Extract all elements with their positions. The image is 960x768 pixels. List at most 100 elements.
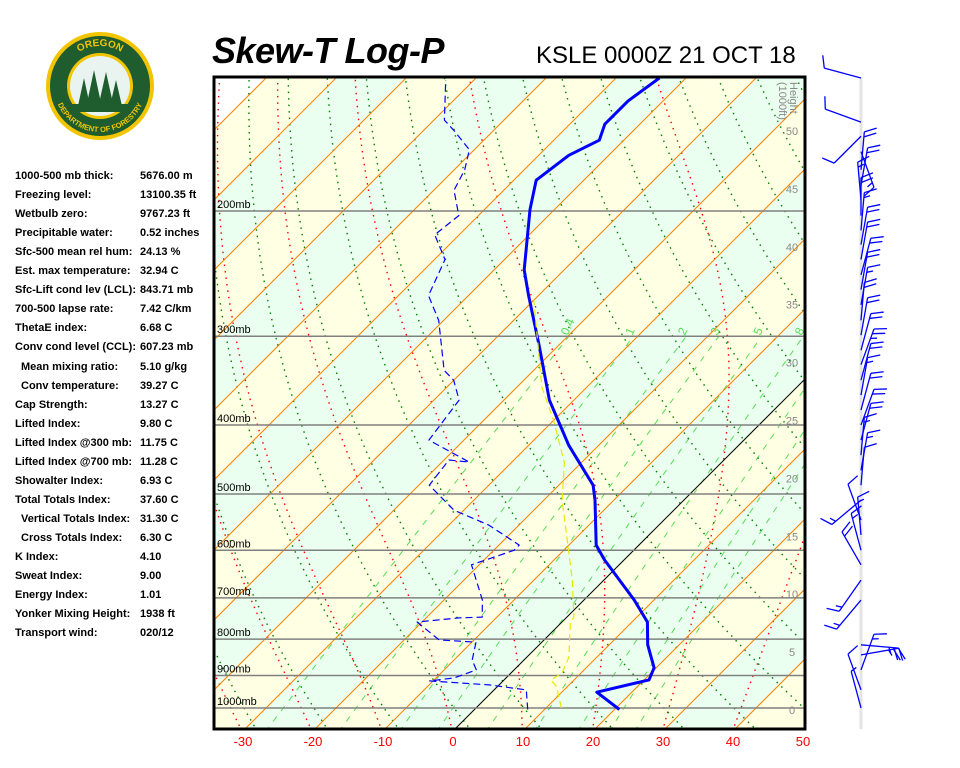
- wind-barb-flag: [822, 55, 825, 69]
- wind-barb: [821, 135, 862, 164]
- isotherm-line: [214, 77, 758, 621]
- wind-barb-flag: [847, 475, 859, 485]
- height-tick-label: 5: [789, 647, 795, 659]
- temperature-tick-label: -20: [304, 734, 323, 749]
- wind-barb-flag: [857, 490, 870, 498]
- index-row: Sfc-500 mean rel hum: 24.13 %: [15, 246, 180, 259]
- wind-barb-flag: [833, 622, 840, 626]
- isotherm-line: [214, 77, 338, 201]
- index-label: ThetaE index:: [15, 322, 88, 335]
- wind-barb-flag: [867, 144, 881, 149]
- wind-barb: [850, 505, 862, 551]
- wind-barb-flag: [864, 278, 877, 284]
- wind-barb: [860, 327, 887, 365]
- index-label: Wetbulb zero:: [15, 208, 88, 221]
- wind-barb-flag: [869, 346, 883, 350]
- wind-barb-flag: [869, 406, 883, 409]
- index-row: Lifted Index @300 mb: 11.75 C: [15, 436, 178, 449]
- wind-barb-flag: [869, 240, 883, 244]
- wind-barb-shaft: [838, 579, 862, 612]
- index-row: Total Totals Index: 37.60 C: [15, 493, 179, 506]
- logo-top-text: OREGON: [75, 38, 125, 55]
- wind-barb: [822, 55, 862, 79]
- index-row: Wetbulb zero: 9767.23 ft: [15, 208, 190, 221]
- index-value: 6.30 C: [140, 531, 173, 544]
- index-label: Sfc-500 mean rel hum:: [15, 246, 133, 259]
- wind-barb: [820, 499, 862, 526]
- wind-barb-flag: [867, 264, 881, 269]
- wind-barb: [860, 388, 887, 426]
- index-row: Mean mixing ratio: 5.10 g/kg: [21, 360, 187, 373]
- mixing-ratio-line: [437, 335, 720, 729]
- isotherm-line: [214, 77, 688, 551]
- wind-barb: [860, 371, 884, 411]
- index-label: Mean mixing ratio:: [21, 360, 119, 373]
- index-row: K Index: 4.10: [15, 551, 161, 563]
- temperature-tick-label: 0: [449, 734, 456, 749]
- wind-barb-flag: [867, 294, 881, 299]
- wind-barb: [860, 203, 881, 245]
- mixing-ratio-line: [535, 335, 804, 729]
- wind-barb-shaft: [860, 373, 872, 411]
- wind-barb: [847, 645, 862, 691]
- plot-frame: [212, 75, 807, 731]
- wind-barb-flag: [866, 253, 880, 258]
- index-row: Conv temperature: 39.27 C: [21, 379, 179, 392]
- index-row: 1000-500 mb thick: 5676.00 m: [15, 170, 193, 182]
- wind-barb-shaft: [860, 151, 875, 188]
- isobar-label: 600mb: [217, 538, 251, 550]
- index-row: Vertical Totals Index: 31.30 C: [21, 513, 179, 525]
- index-value: 13100.35 ft: [140, 189, 197, 202]
- wind-barb-flag: [860, 172, 874, 179]
- temperature-tick-label: 50: [796, 734, 810, 749]
- wind-barb-shaft: [825, 108, 862, 123]
- wind-barb: [824, 96, 862, 123]
- wind-barb-flag: [857, 155, 870, 163]
- index-label: Transport wind:: [15, 627, 98, 640]
- wind-barb-shaft: [860, 221, 869, 260]
- mixing-ratio-line: [266, 335, 570, 729]
- dry-adiabat-line: [404, 77, 757, 729]
- dry-adiabat-line: [443, 77, 805, 710]
- wind-barb-flag: [857, 163, 865, 168]
- isobar-label: 1000mb: [217, 696, 257, 708]
- index-label: Cross Totals Index:: [21, 531, 123, 544]
- isobar-label: 500mb: [217, 482, 251, 494]
- wind-barb-flag: [867, 182, 873, 188]
- index-value: 39.27 C: [140, 379, 179, 392]
- temperature-tick-label: 40: [726, 734, 740, 749]
- wind-barb-flag: [843, 525, 854, 537]
- index-label: Sfc-Lift cond lev (LCL):: [15, 284, 136, 297]
- index-label: Total Totals Index:: [15, 493, 111, 506]
- index-row: Cross Totals Index: 6.30 C: [21, 531, 172, 544]
- oregon-department-of-forestry-logo: OREGON DEPARTMENT OF FORESTRY: [46, 32, 154, 140]
- wind-barb-flag: [829, 517, 837, 522]
- index-value: 9.00: [140, 570, 162, 583]
- wind-barb: [860, 218, 881, 260]
- temperature-band: [214, 99, 805, 729]
- index-row: 700-500 lapse rate: 7.42 C/km: [15, 303, 191, 316]
- index-label: 700-500 lapse rate:: [15, 303, 114, 316]
- wind-barb-shaft: [860, 357, 869, 396]
- temperature-tick-label: 20: [586, 734, 600, 749]
- height-tick-label: 10: [786, 589, 798, 601]
- wind-barb-flag: [866, 208, 880, 213]
- index-value: 37.60 C: [140, 493, 179, 506]
- index-row: Freezing level: 13100.35 ft: [15, 189, 196, 201]
- wind-barb-flag: [863, 419, 871, 423]
- index-label: Conv temperature:: [21, 379, 119, 392]
- index-row: Sfc-Lift cond lev (LCL): 843.71 mb: [15, 284, 193, 297]
- wind-barb-flag: [869, 375, 883, 379]
- height-tick-label: 20: [786, 473, 798, 485]
- wind-barb-flag: [835, 605, 843, 608]
- temperature-tick-label: -10: [374, 734, 393, 749]
- index-label: Lifted Index @300 mb:: [15, 436, 133, 449]
- wind-barb-shaft: [860, 447, 865, 486]
- wind-barb-flag: [870, 236, 884, 239]
- wind-barb: [860, 412, 877, 456]
- wind-barb-shaft: [860, 192, 865, 231]
- wind-barb-shaft: [860, 297, 869, 336]
- wind-barb: [860, 127, 877, 170]
- mixing-ratio-line: [610, 428, 805, 729]
- wind-barb: [860, 172, 874, 216]
